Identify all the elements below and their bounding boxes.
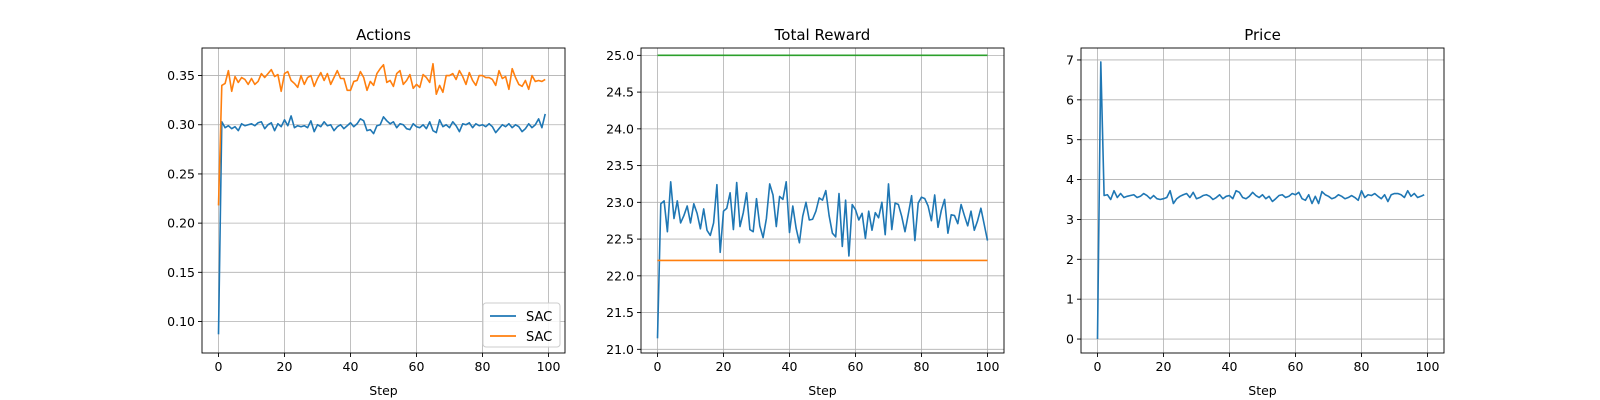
total-reward-y-tick-label: 25.0 <box>606 48 634 63</box>
actions-x-tick-label: 0 <box>215 359 223 374</box>
actions-plot-area: 0 20 40 60 80 100 0.10 0.15 0.20 0.25 0.30 0.35 <box>167 47 566 374</box>
total-reward-y-tick-label: 21.0 <box>606 342 634 357</box>
price-panel: 0 20 40 60 80 100 0 1 2 3 4 5 6 7 Price Step <box>1066 26 1445 398</box>
total-reward-series-line-1 <box>656 180 989 339</box>
actions-x-tick-label: 80 <box>475 359 491 374</box>
total-reward-y-tick-label: 22.5 <box>606 232 634 247</box>
price-title: Price <box>1244 26 1281 44</box>
price-x-tick-label: 60 <box>1288 359 1304 374</box>
price-y-tick-label: 1 <box>1066 292 1074 307</box>
price-y-tick-label: 3 <box>1066 212 1074 227</box>
price-x-tick-label: 100 <box>1416 359 1440 374</box>
actions-y-tick-label: 0.20 <box>167 216 195 231</box>
actions-legend: SAC SAC <box>482 302 561 348</box>
actions-x-tick-label: 100 <box>537 359 561 374</box>
actions-y-tick-label: 0.25 <box>167 166 195 181</box>
total-reward-x-tick-label: 40 <box>782 359 798 374</box>
price-y-tick-label: 4 <box>1066 172 1074 187</box>
actions-x-tick-label: 60 <box>409 359 425 374</box>
total-reward-x-tick-label: 60 <box>848 359 864 374</box>
price-series-line-1 <box>1096 61 1425 340</box>
total-reward-title: Total Reward <box>774 26 871 44</box>
price-y-tick-label: 7 <box>1066 52 1074 67</box>
total-reward-x-axis-label: Step <box>808 383 837 398</box>
total-reward-y-tick-label: 24.5 <box>606 85 634 100</box>
total-reward-panel: 0 20 40 60 80 100 21.0 21.5 22.0 22.5 23.0 23.5 24.0… <box>606 26 1005 398</box>
price-y-tick-label: 5 <box>1066 132 1074 147</box>
total-reward-x-tick-label: 0 <box>654 359 662 374</box>
actions-y-tick-label: 0.35 <box>167 68 195 83</box>
total-reward-y-tick-label: 22.0 <box>606 268 634 283</box>
actions-y-tick-label: 0.30 <box>167 117 195 132</box>
price-x-tick-label: 80 <box>1354 359 1370 374</box>
total-reward-x-tick-label: 20 <box>716 359 732 374</box>
price-x-axis-label: Step <box>1248 383 1277 398</box>
legend-label-2: SAC <box>526 330 552 345</box>
actions-series-line-2 <box>217 62 546 206</box>
total-reward-axes-frame <box>640 47 1005 354</box>
price-axes-frame <box>1080 47 1445 354</box>
actions-x-tick-label: 20 <box>277 359 293 374</box>
actions-title: Actions <box>356 26 411 44</box>
price-plot-area: 0 20 40 60 80 100 0 1 2 3 4 5 6 7 <box>1066 47 1445 374</box>
total-reward-x-tick-label: 100 <box>976 359 1000 374</box>
total-reward-plot-area: 0 20 40 60 80 100 21.0 21.5 22.0 22.5 23.0 23.5 24.0… <box>606 47 1005 374</box>
actions-x-axis-label: Step <box>369 383 398 398</box>
total-reward-y-tick-label: 23.5 <box>606 158 634 173</box>
price-y-tick-label: 2 <box>1066 252 1074 267</box>
legend-label-1: SAC <box>526 310 552 325</box>
price-x-tick-label: 0 <box>1094 359 1102 374</box>
total-reward-y-tick-label: 23.0 <box>606 195 634 210</box>
actions-y-tick-label: 0.15 <box>167 265 195 280</box>
price-y-tick-label: 6 <box>1066 92 1074 107</box>
price-x-tick-label: 20 <box>1156 359 1172 374</box>
price-x-tick-label: 40 <box>1222 359 1238 374</box>
total-reward-x-tick-label: 80 <box>914 359 930 374</box>
actions-axes-frame <box>201 47 566 354</box>
actions-y-tick-label: 0.10 <box>167 314 195 329</box>
price-y-tick-label: 0 <box>1066 332 1074 347</box>
total-reward-y-tick-label: 21.5 <box>606 305 634 320</box>
actions-series-line-1 <box>217 113 546 335</box>
total-reward-y-tick-label: 24.0 <box>606 121 634 136</box>
actions-panel: 0 20 40 60 80 100 0.10 0.15 0.20 0.25 0.30 0.35 Act… <box>167 26 566 398</box>
actions-x-tick-label: 40 <box>343 359 359 374</box>
